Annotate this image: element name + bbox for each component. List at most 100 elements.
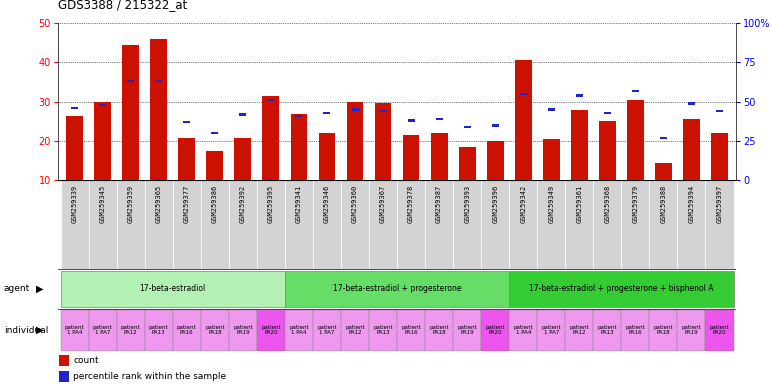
Bar xyxy=(594,180,621,269)
Bar xyxy=(632,89,639,92)
Bar xyxy=(229,180,257,269)
Bar xyxy=(436,118,443,120)
Text: patient
PA16: patient PA16 xyxy=(625,325,645,336)
Text: patient
1 PA7: patient 1 PA7 xyxy=(317,325,337,336)
Text: GSM259365: GSM259365 xyxy=(156,185,162,223)
Text: patient
1 PA4: patient 1 PA4 xyxy=(65,325,85,336)
Text: patient
PA18: patient PA18 xyxy=(654,325,673,336)
Bar xyxy=(234,138,251,180)
Text: patient
1 PA4: patient 1 PA4 xyxy=(513,325,533,336)
Bar xyxy=(207,151,224,180)
Text: GSM259342: GSM259342 xyxy=(520,185,527,223)
Text: ▶: ▶ xyxy=(36,284,44,294)
Text: patient
PA19: patient PA19 xyxy=(682,325,702,336)
Text: patient
PA20: patient PA20 xyxy=(486,325,505,336)
Bar xyxy=(683,119,700,180)
Text: GSM259388: GSM259388 xyxy=(661,185,666,223)
Bar xyxy=(463,126,470,128)
Text: ▶: ▶ xyxy=(36,325,44,335)
Text: patient
PA13: patient PA13 xyxy=(149,325,169,336)
Bar xyxy=(425,310,453,351)
Bar xyxy=(509,180,537,269)
Text: patient
PA12: patient PA12 xyxy=(570,325,589,336)
Bar xyxy=(59,355,69,366)
Bar xyxy=(61,271,285,307)
Text: GSM259395: GSM259395 xyxy=(268,185,274,223)
Bar xyxy=(688,102,695,104)
Bar xyxy=(285,271,509,307)
Bar xyxy=(61,310,89,351)
Bar xyxy=(89,310,116,351)
Bar xyxy=(571,110,588,180)
Bar xyxy=(660,137,667,139)
Text: patient
PA13: patient PA13 xyxy=(373,325,393,336)
Bar xyxy=(705,310,733,351)
Text: GSM259359: GSM259359 xyxy=(128,185,133,223)
Bar xyxy=(509,271,733,307)
Bar xyxy=(127,80,134,83)
Bar xyxy=(150,39,167,180)
Bar xyxy=(379,110,386,113)
Text: GSM259397: GSM259397 xyxy=(716,185,722,223)
Text: GSM259367: GSM259367 xyxy=(380,185,386,223)
Bar xyxy=(324,112,331,114)
Text: patient
PA20: patient PA20 xyxy=(261,325,281,336)
Text: patient
1 PA4: patient 1 PA4 xyxy=(289,325,308,336)
Text: patient
PA18: patient PA18 xyxy=(429,325,449,336)
Bar xyxy=(71,107,78,109)
Bar xyxy=(200,310,229,351)
Bar xyxy=(291,114,308,180)
Bar xyxy=(431,133,447,180)
Bar xyxy=(481,310,509,351)
Text: GSM259386: GSM259386 xyxy=(212,185,218,223)
Bar xyxy=(99,104,106,106)
Text: GSM259339: GSM259339 xyxy=(72,185,78,223)
Text: GSM259392: GSM259392 xyxy=(240,185,246,223)
Bar xyxy=(178,138,195,180)
Bar xyxy=(341,310,369,351)
Bar xyxy=(515,60,532,180)
Bar xyxy=(173,310,200,351)
Bar xyxy=(257,180,285,269)
Bar xyxy=(285,180,313,269)
Text: patient
PA12: patient PA12 xyxy=(345,325,365,336)
Bar xyxy=(397,310,425,351)
Bar xyxy=(425,180,453,269)
Text: GSM259396: GSM259396 xyxy=(492,185,498,223)
Text: patient
1 PA7: patient 1 PA7 xyxy=(541,325,561,336)
Text: GSM259345: GSM259345 xyxy=(99,185,106,223)
Text: GSM259360: GSM259360 xyxy=(352,185,358,223)
Bar xyxy=(649,180,678,269)
Text: GSM259378: GSM259378 xyxy=(408,185,414,223)
Bar xyxy=(313,180,341,269)
Bar xyxy=(678,310,705,351)
Bar xyxy=(599,121,616,180)
Text: GSM259349: GSM259349 xyxy=(548,185,554,223)
Bar xyxy=(565,310,594,351)
Bar xyxy=(520,93,527,95)
Bar xyxy=(262,96,279,180)
Bar xyxy=(716,110,723,113)
Bar xyxy=(453,310,481,351)
Bar xyxy=(116,310,145,351)
Text: patient
PA20: patient PA20 xyxy=(709,325,729,336)
Text: 17-beta-estradiol + progesterone + bisphenol A: 17-beta-estradiol + progesterone + bisph… xyxy=(529,284,714,293)
Text: GSM259361: GSM259361 xyxy=(576,185,582,223)
Bar xyxy=(341,180,369,269)
Bar xyxy=(543,139,560,180)
Bar xyxy=(145,310,173,351)
Text: GSM259377: GSM259377 xyxy=(183,185,190,223)
Bar xyxy=(61,180,89,269)
Text: 17-beta-estradiol: 17-beta-estradiol xyxy=(140,284,206,293)
Text: GSM259368: GSM259368 xyxy=(604,185,611,223)
Bar xyxy=(621,310,649,351)
Text: GSM259346: GSM259346 xyxy=(324,185,330,223)
Bar xyxy=(66,116,83,180)
Bar xyxy=(678,180,705,269)
Bar xyxy=(229,310,257,351)
Bar xyxy=(594,310,621,351)
Bar xyxy=(481,180,509,269)
Text: GSM259387: GSM259387 xyxy=(436,185,442,223)
Bar xyxy=(655,163,672,180)
Bar xyxy=(239,113,247,116)
